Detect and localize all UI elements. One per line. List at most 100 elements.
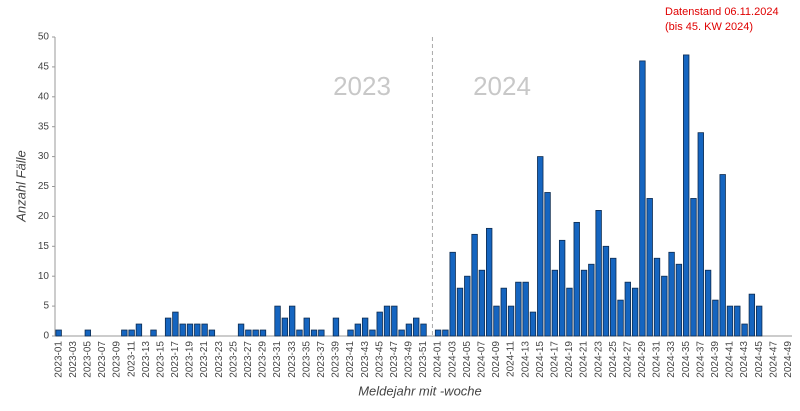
- x-tick-label: 2024-29: [637, 341, 648, 378]
- y-tick-label: 45: [38, 62, 50, 73]
- year-2023-label: 2023: [333, 71, 391, 101]
- bar: [631, 287, 639, 337]
- bar: [610, 257, 617, 337]
- bar: [471, 233, 478, 337]
- bar: [172, 311, 179, 337]
- bar: [84, 329, 92, 337]
- x-tick-label: 2024-37: [695, 341, 706, 378]
- bar: [194, 323, 201, 337]
- x-tick-label: 2023-05: [82, 341, 93, 378]
- bar: [237, 323, 245, 337]
- x-tick-label: 2023-07: [97, 341, 108, 378]
- bar: [704, 269, 712, 337]
- bar: [690, 198, 697, 337]
- bar: [566, 287, 573, 337]
- x-tick-label: 2024-07: [477, 341, 488, 378]
- bar: [179, 323, 186, 337]
- x-tick-label: 2023-43: [360, 341, 371, 378]
- bar: [529, 311, 537, 337]
- x-tick-label: 2023-25: [228, 341, 239, 378]
- x-tick-label: 2024-15: [535, 341, 546, 378]
- bar: [486, 227, 493, 337]
- bar: [573, 221, 580, 337]
- bar: [522, 281, 529, 337]
- bar: [551, 269, 559, 337]
- x-tick-label: 2024-41: [725, 341, 736, 378]
- bar: [361, 317, 369, 337]
- bar: [398, 329, 405, 337]
- bar: [588, 263, 595, 337]
- bar: [646, 198, 653, 337]
- bar: [376, 311, 383, 337]
- bar: [493, 305, 500, 337]
- bar: [683, 54, 690, 337]
- y-tick-label: 40: [38, 91, 50, 102]
- x-tick-label: 2023-01: [53, 341, 64, 378]
- x-tick-label: 2023-45: [374, 341, 385, 378]
- x-tick-label: 2024-19: [564, 341, 575, 378]
- x-tick-label: 2023-51: [418, 341, 429, 378]
- x-tick-label: 2023-13: [141, 341, 152, 378]
- bar: [420, 323, 427, 337]
- data-status: Datenstand 06.11.2024: [665, 6, 779, 18]
- x-tick-label: 2024-45: [754, 341, 765, 378]
- bar: [661, 275, 668, 337]
- bar: [434, 329, 442, 337]
- x-tick-label: 2024-43: [739, 341, 750, 378]
- y-tick-label: 0: [43, 331, 49, 342]
- x-tick-label: 2024-27: [622, 341, 633, 378]
- x-tick-label: 2023-47: [389, 341, 400, 378]
- bar: [259, 329, 267, 337]
- x-tick-label: 2024-01: [433, 341, 444, 378]
- x-tick-label: 2024-05: [462, 341, 473, 378]
- bar: [281, 317, 289, 337]
- bar: [580, 269, 588, 337]
- data-status-note: (bis 45. KW 2024): [665, 21, 753, 33]
- bar: [617, 299, 624, 337]
- bar: [164, 317, 172, 337]
- y-axis-title: Anzahl Fälle: [13, 150, 28, 223]
- bar: [726, 305, 734, 337]
- bar: [544, 192, 551, 337]
- bar: [150, 329, 157, 337]
- bar: [653, 257, 661, 337]
- x-tick-label: 2023-29: [258, 341, 269, 378]
- bar: [201, 323, 208, 337]
- bar: [208, 329, 216, 337]
- x-tick-label: 2023-35: [301, 341, 312, 378]
- bar: [303, 317, 310, 337]
- x-tick-label: 2023-03: [68, 341, 79, 378]
- y-tick-label: 30: [38, 151, 50, 162]
- y-tick-label: 10: [38, 271, 50, 282]
- x-tick-label: 2024-13: [520, 341, 531, 378]
- bar: [668, 251, 675, 337]
- y-tick-label: 20: [38, 211, 50, 222]
- x-tick-label: 2023-33: [287, 341, 298, 378]
- x-tick-label: 2024-23: [593, 341, 604, 378]
- x-tick-label: 2024-35: [681, 341, 692, 378]
- bar: [449, 251, 456, 337]
- y-tick-label: 50: [38, 32, 50, 43]
- x-tick-label: 2024-11: [506, 341, 517, 377]
- bar: [413, 317, 420, 337]
- bar: [712, 299, 719, 337]
- y-tick-label: 15: [38, 241, 50, 252]
- x-tick-label: 2024-09: [491, 341, 502, 378]
- x-tick-label: 2023-27: [243, 341, 254, 378]
- bar: [595, 210, 602, 337]
- x-tick-label: 2023-23: [214, 341, 225, 378]
- bar: [354, 323, 361, 337]
- x-tick-label: 2024-49: [783, 341, 794, 378]
- bar: [558, 239, 566, 337]
- x-tick-label: 2023-39: [331, 341, 342, 378]
- x-tick-label: 2023-31: [272, 341, 283, 378]
- bar: [318, 329, 325, 337]
- bar: [288, 305, 296, 337]
- y-tick-label: 35: [38, 121, 50, 132]
- bar: [55, 329, 62, 337]
- bar: [748, 293, 756, 337]
- x-tick-label: 2024-21: [579, 341, 590, 378]
- x-tick-label: 2023-41: [345, 341, 356, 378]
- x-tick-label: 2024-47: [768, 341, 779, 378]
- bar: [697, 132, 704, 337]
